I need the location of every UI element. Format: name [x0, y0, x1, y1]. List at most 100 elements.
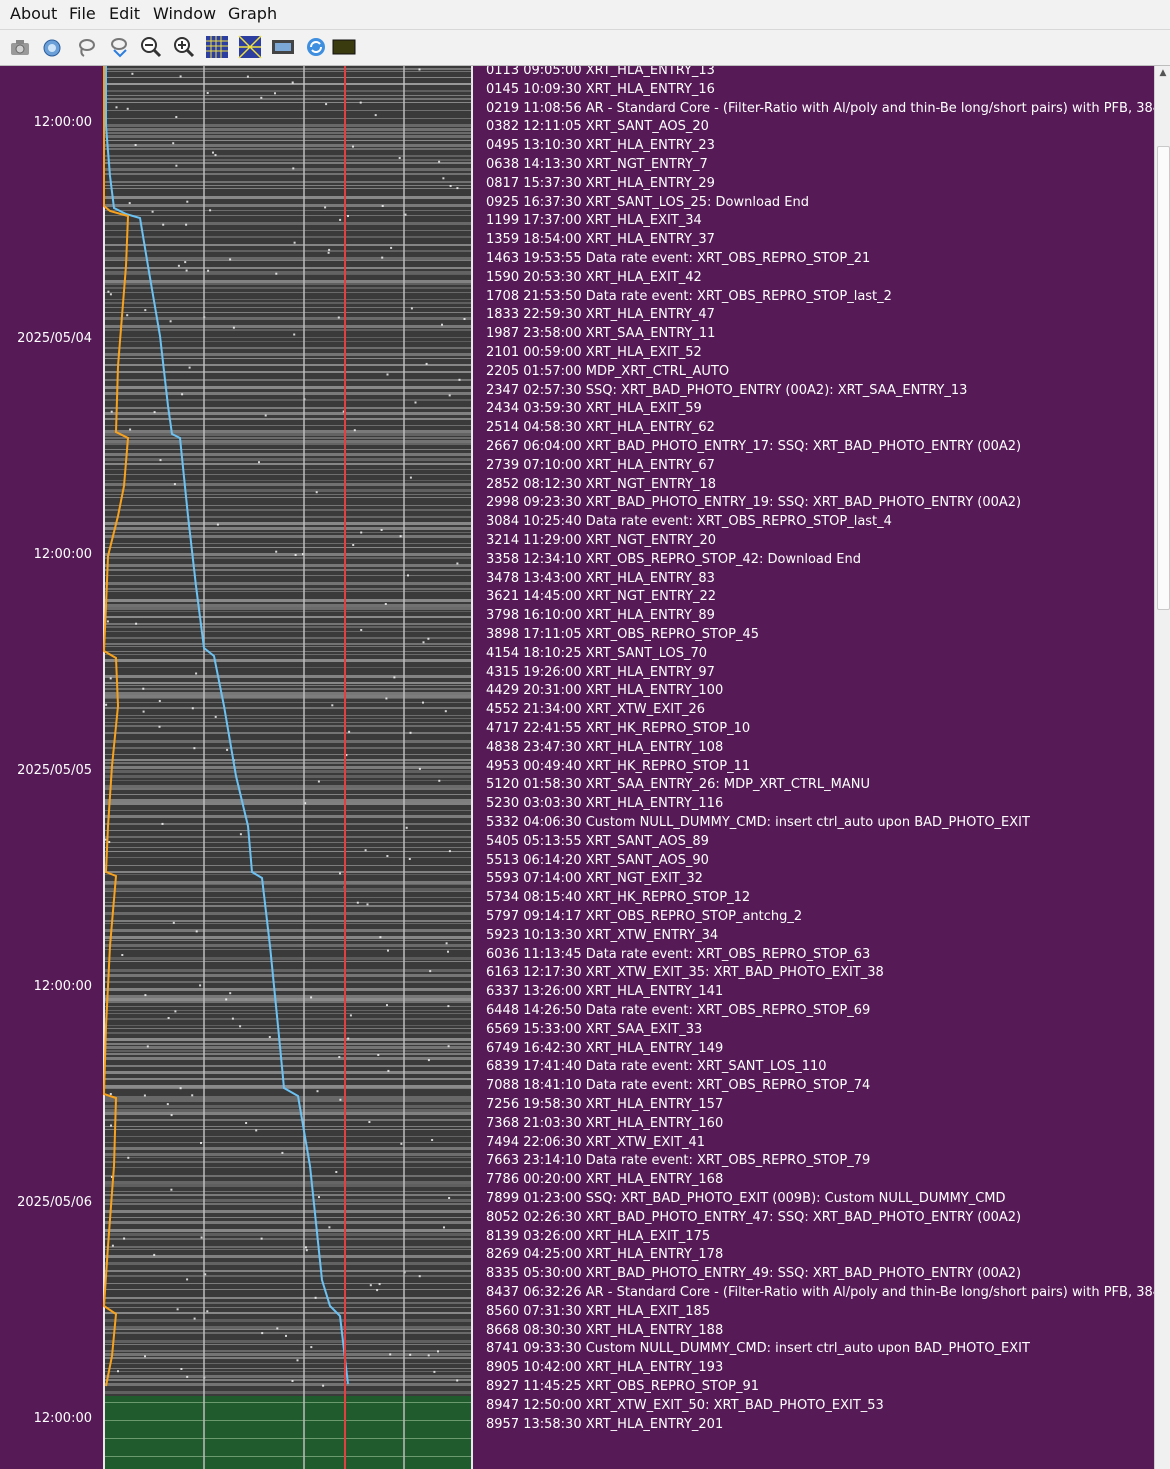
grid-icon[interactable]	[205, 35, 229, 59]
schedule-stripe	[104, 317, 472, 320]
event-item[interactable]: 2998 09:23:30 XRT_BAD_PHOTO_ENTRY_19: SS…	[486, 495, 1022, 511]
lasso-down-icon[interactable]	[106, 35, 130, 59]
event-item[interactable]: 6569 15:33:00 XRT_SAA_EXIT_33	[486, 1021, 703, 1037]
event-item[interactable]: 4717 22:41:55 XRT_HK_REPRO_STOP_10	[486, 721, 751, 736]
grid-diagonal-icon[interactable]	[238, 35, 262, 59]
event-item[interactable]: 8269 04:25:00 XRT_HLA_ENTRY_178	[486, 1247, 724, 1263]
event-item[interactable]: 5797 09:14:17 XRT_OBS_REPRO_STOP_antchg_…	[486, 909, 803, 924]
event-item[interactable]: 6163 12:17:30 XRT_XTW_EXIT_35: XRT_BAD_P…	[486, 965, 884, 981]
event-item[interactable]: 3358 12:34:10 XRT_OBS_REPRO_STOP_42: Dow…	[486, 551, 861, 567]
event-item[interactable]: 4429 20:31:00 XRT_HLA_ENTRY_100	[486, 683, 724, 699]
event-item[interactable]: 0817 15:37:30 XRT_HLA_ENTRY_29	[486, 175, 715, 191]
event-item[interactable]: 5405 05:13:55 XRT_SANT_AOS_89	[486, 833, 709, 849]
event-item[interactable]: 1987 23:58:00 XRT_SAA_ENTRY_11	[486, 326, 716, 342]
event-item[interactable]: 8741 09:33:30 Custom NULL_DUMMY_CMD: ins…	[486, 1341, 1030, 1357]
timeline-graph[interactable]	[0, 66, 480, 1469]
lasso-icon[interactable]	[74, 35, 98, 59]
event-item[interactable]: 3621 14:45:00 XRT_NGT_ENTRY_22	[486, 589, 717, 605]
menu-window[interactable]: Window	[153, 4, 217, 23]
event-item[interactable]: 7786 00:20:00 XRT_HLA_ENTRY_168	[486, 1172, 724, 1188]
event-item[interactable]: 5230 03:03:30 XRT_HLA_ENTRY_116	[486, 796, 724, 812]
event-item[interactable]: 6337 13:26:00 XRT_HLA_ENTRY_141	[486, 984, 724, 1000]
camera-web-icon[interactable]	[40, 35, 64, 59]
dark-rect-icon[interactable]	[332, 35, 356, 59]
camera-icon[interactable]	[8, 35, 32, 59]
event-item[interactable]: 8905 10:42:00 XRT_HLA_ENTRY_193	[486, 1360, 724, 1376]
event-item[interactable]: 3478 13:43:00 XRT_HLA_ENTRY_83	[486, 570, 715, 586]
event-item[interactable]: 8335 05:30:00 XRT_BAD_PHOTO_ENTRY_49: SS…	[486, 1266, 1022, 1282]
event-item[interactable]: 2205 01:57:00 MDP_XRT_CTRL_AUTO	[486, 363, 730, 379]
event-item[interactable]: 3798 16:10:00 XRT_HLA_ENTRY_89	[486, 608, 715, 624]
event-item[interactable]: 6839 17:41:40 Data rate event: XRT_SANT_…	[486, 1059, 827, 1075]
event-item[interactable]: 7663 23:14:10 Data rate event: XRT_OBS_R…	[486, 1153, 871, 1169]
menu-edit[interactable]: Edit	[109, 4, 140, 23]
event-item[interactable]: 7494 22:06:30 XRT_XTW_EXIT_41	[486, 1134, 706, 1150]
schedule-stripe	[104, 1088, 472, 1089]
event-item[interactable]: 0113 09:05:00 XRT_HLA_ENTRY_13	[486, 66, 715, 78]
event-item[interactable]: 2514 04:58:30 XRT_HLA_ENTRY_62	[486, 420, 715, 436]
menu-file[interactable]: File	[69, 4, 96, 23]
event-item[interactable]: 5734 08:15:40 XRT_HK_REPRO_STOP_12	[486, 890, 751, 906]
event-item[interactable]: 4552 21:34:00 XRT_XTW_EXIT_26	[486, 702, 706, 718]
event-item[interactable]: 1833 22:59:30 XRT_HLA_ENTRY_47	[486, 307, 715, 323]
event-item[interactable]: 2667 06:04:00 XRT_BAD_PHOTO_ENTRY_17: SS…	[486, 439, 1022, 454]
event-item[interactable]: 7088 18:41:10 Data rate event: XRT_OBS_R…	[486, 1078, 871, 1094]
event-item[interactable]: 6749 16:42:30 XRT_HLA_ENTRY_149	[486, 1040, 724, 1056]
sample-dot	[456, 187, 459, 190]
event-item[interactable]: 5513 06:14:20 XRT_SANT_AOS_90	[486, 852, 709, 868]
event-item[interactable]: 2739 07:10:00 XRT_HLA_ENTRY_67	[486, 457, 715, 473]
event-item[interactable]: 2347 02:57:30 SSQ: XRT_BAD_PHOTO_ENTRY (…	[486, 382, 968, 398]
zoom-in-icon[interactable]	[172, 35, 196, 59]
scroll-up-icon[interactable]: ▲	[1159, 68, 1167, 78]
event-item[interactable]: 8139 03:26:00 XRT_HLA_EXIT_175	[486, 1228, 711, 1244]
vertical-scrollbar[interactable]: ▲	[1154, 66, 1170, 1469]
event-item[interactable]: 5120 01:58:30 XRT_SAA_ENTRY_26: MDP_XRT_…	[486, 777, 871, 793]
event-item[interactable]: 1708 21:53:50 Data rate event: XRT_OBS_R…	[486, 288, 892, 304]
event-item[interactable]: 0495 13:10:30 XRT_HLA_ENTRY_23	[486, 138, 715, 154]
event-item[interactable]: 5593 07:14:00 XRT_NGT_EXIT_32	[486, 871, 703, 887]
event-item[interactable]: 0925 16:37:30 XRT_SANT_LOS_25: Download …	[486, 194, 809, 210]
event-item[interactable]: 5332 04:06:30 Custom NULL_DUMMY_CMD: ins…	[486, 815, 1030, 830]
event-item[interactable]: 4953 00:49:40 XRT_HK_REPRO_STOP_11	[486, 758, 751, 774]
event-item[interactable]: 0382 12:11:05 XRT_SANT_AOS_20	[486, 119, 709, 135]
event-item[interactable]: 3214 11:29:00 XRT_NGT_ENTRY_20	[486, 533, 717, 548]
event-item[interactable]: 7256 19:58:30 XRT_HLA_ENTRY_157	[486, 1097, 724, 1112]
film-icon[interactable]	[271, 35, 295, 59]
event-item[interactable]: 8437 06:32:26 AR - Standard Core - (Filt…	[486, 1285, 1170, 1300]
event-item[interactable]: 3084 10:25:40 Data rate event: XRT_OBS_R…	[486, 514, 892, 530]
refresh-icon[interactable]	[304, 35, 328, 59]
event-item[interactable]: 7368 21:03:30 XRT_HLA_ENTRY_160	[486, 1115, 724, 1131]
event-item[interactable]: 6036 11:13:45 Data rate event: XRT_OBS_R…	[486, 946, 871, 962]
event-item[interactable]: 8957 13:58:30 XRT_HLA_ENTRY_201	[486, 1416, 724, 1432]
event-item[interactable]: 5923 10:13:30 XRT_XTW_ENTRY_34	[486, 927, 719, 943]
event-item[interactable]: 0638 14:13:30 XRT_NGT_ENTRY_7	[486, 157, 708, 172]
menu-about[interactable]: About	[10, 4, 58, 23]
schedule-stripe	[104, 643, 472, 645]
event-item[interactable]: 2101 00:59:00 XRT_HLA_EXIT_52	[486, 345, 702, 360]
event-item[interactable]: 3898 17:11:05 XRT_OBS_REPRO_STOP_45	[486, 627, 759, 642]
event-item[interactable]: 1359 18:54:00 XRT_HLA_ENTRY_37	[486, 232, 715, 248]
event-item[interactable]: 0145 10:09:30 XRT_HLA_ENTRY_16	[486, 81, 715, 97]
timeline-view[interactable]: 12:00:00 2025/05/04 12:00:00 2025/05/05 …	[0, 66, 1170, 1469]
event-item[interactable]: 1199 17:37:00 XRT_HLA_EXIT_34	[486, 213, 702, 229]
event-item[interactable]: 4315 19:26:00 XRT_HLA_ENTRY_97	[486, 664, 715, 680]
event-item[interactable]: 8052 02:26:30 XRT_BAD_PHOTO_ENTRY_47: SS…	[486, 1209, 1022, 1225]
event-item[interactable]: 6448 14:26:50 Data rate event: XRT_OBS_R…	[486, 1003, 871, 1018]
event-item[interactable]: 7899 01:23:00 SSQ: XRT_BAD_PHOTO_EXIT (0…	[486, 1191, 1006, 1206]
event-item[interactable]: 1463 19:53:55 Data rate event: XRT_OBS_R…	[486, 251, 871, 266]
sample-dot	[179, 1087, 182, 1090]
event-item[interactable]: 4154 18:10:25 XRT_SANT_LOS_70	[486, 645, 708, 661]
event-item[interactable]: 2434 03:59:30 XRT_HLA_EXIT_59	[486, 401, 702, 417]
event-item[interactable]: 8927 11:45:25 XRT_OBS_REPRO_STOP_91	[486, 1379, 759, 1394]
menu-graph[interactable]: Graph	[228, 4, 278, 23]
event-item[interactable]: 8947 12:50:00 XRT_XTW_EXIT_50: XRT_BAD_P…	[486, 1397, 884, 1413]
scroll-thumb[interactable]	[1157, 146, 1170, 610]
event-item[interactable]: 1590 20:53:30 XRT_HLA_EXIT_42	[486, 269, 702, 285]
zoom-out-icon[interactable]	[139, 35, 163, 59]
event-item[interactable]: 4838 23:47:30 XRT_HLA_ENTRY_108	[486, 739, 724, 755]
event-item[interactable]: 8560 07:31:30 XRT_HLA_EXIT_185	[486, 1303, 711, 1319]
sample-dot	[360, 629, 363, 631]
event-item[interactable]: 0219 11:08:56 AR - Standard Core - (Filt…	[486, 100, 1170, 116]
event-item[interactable]: 8668 08:30:30 XRT_HLA_ENTRY_188	[486, 1322, 724, 1338]
event-item[interactable]: 2852 08:12:30 XRT_NGT_ENTRY_18	[486, 476, 717, 492]
